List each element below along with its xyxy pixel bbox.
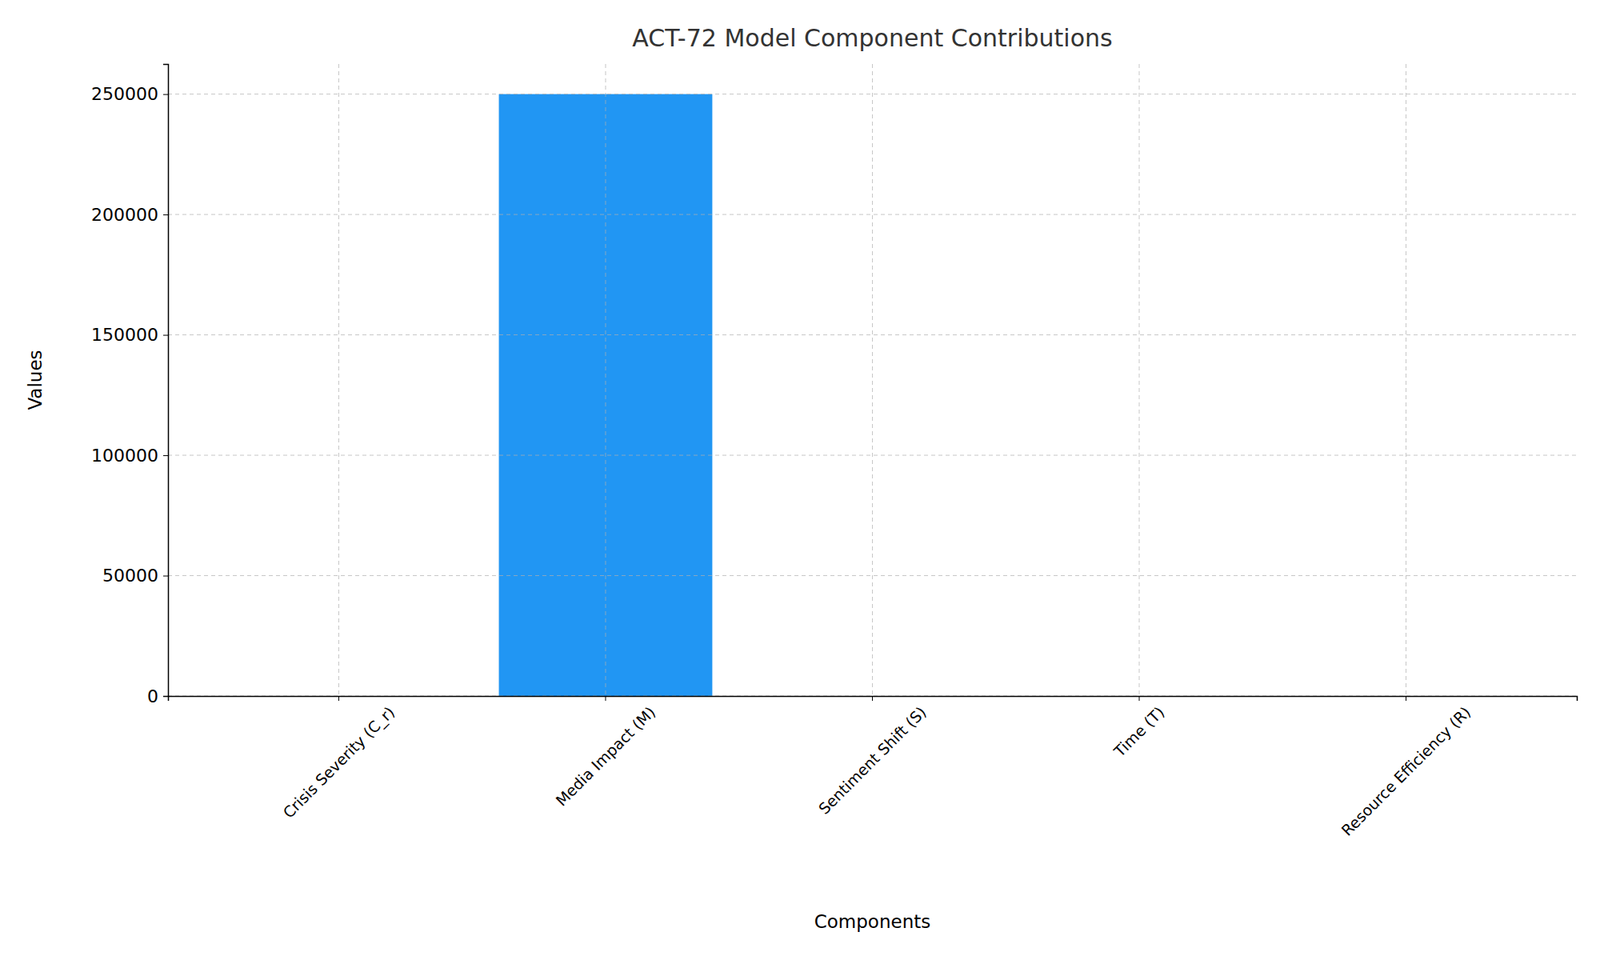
y-tick-label: 250000 [91,84,159,104]
x-tick-mark [1405,696,1407,701]
y-axis: 0 50000 100000 150000 200000 250000 [91,64,168,707]
y-axis-title: Values [24,349,46,410]
grid-line [338,64,340,696]
plot: 0 50000 100000 150000 200000 250000 Crisis Sev… [91,64,1577,840]
y-tick-label: 50000 [102,565,159,586]
grid-line [168,214,1577,216]
x-tick-label: Sentiment Shift (S) [815,703,930,818]
y-tick: 150000 [91,324,168,345]
y-tick-label: 200000 [91,204,159,225]
title: ACT-72 Model Component Contributions [632,24,1112,52]
x-tick: Time (T) [1109,696,1168,761]
grid-line [604,64,606,696]
y-tick-mark [163,94,168,96]
y-tick: 50000 [102,565,168,586]
y-tick-label: 100000 [91,445,159,466]
y-tick: 0 [147,686,168,707]
grid-line [1139,64,1140,696]
grid-line [168,334,1577,336]
y-tick-mark [163,576,168,577]
y-tick-label: 0 [147,686,159,707]
x-axis-line [168,696,1578,702]
x-tick-mark [604,696,606,701]
x-tick-mark [1139,696,1140,701]
x-tick: Resource Efficiency (R) [1337,696,1474,840]
y-tick-mark [163,455,168,456]
y-tick: 250000 [91,84,168,104]
y-tick-mark [163,214,168,216]
chart: 0 50000 100000 150000 200000 250000 Crisis Sev… [0,0,1600,960]
x-tick-label: Time (T) [1109,703,1168,761]
x-tick-label: Media Impact (M) [552,703,659,810]
x-tick-label: Resource Efficiency (R) [1337,703,1474,840]
x-axis-title: Components [814,911,932,932]
x-tick: Crisis Severity (C_r) [279,696,399,822]
y-tick-mark [163,696,168,697]
x-tick-mark [338,696,340,701]
y-tick: 100000 [91,445,168,466]
y-axis-line [163,64,169,697]
x-tick: Media Impact (M) [552,696,659,810]
grid-line [1405,64,1407,696]
y-tick-label: 150000 [91,324,159,345]
x-tick: Sentiment Shift (S) [815,696,930,818]
y-tick: 200000 [91,204,168,225]
x-tick-label: Crisis Severity (C_r) [279,703,399,823]
x-tick-mark [872,696,873,701]
x-axis: Crisis Severity (C_r) Media Impact (M) Sen… [168,696,1578,840]
grid-line [872,64,873,696]
grid [168,64,1577,696]
y-tick-mark [163,335,168,336]
